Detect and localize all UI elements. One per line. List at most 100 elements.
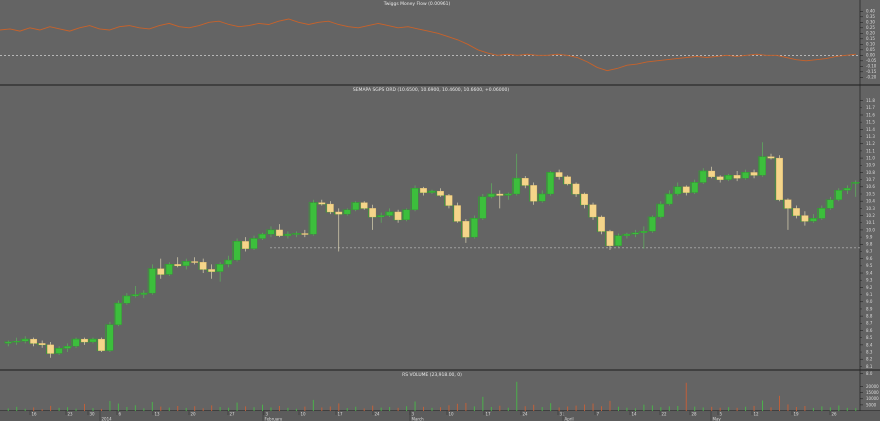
candle-body bbox=[623, 234, 631, 236]
candle-body bbox=[521, 178, 529, 186]
candle-body bbox=[157, 268, 165, 275]
price-minor-tick-label: 9.3 bbox=[866, 278, 873, 283]
volume-title: RS VOLUME (23,918.00, 0) bbox=[402, 372, 462, 378]
candle-body bbox=[309, 202, 317, 235]
candle-body bbox=[165, 264, 173, 275]
candle-body bbox=[742, 172, 749, 179]
candle-body bbox=[250, 238, 258, 249]
date-tick-label: 3 bbox=[266, 412, 269, 417]
price-tick-label: 10.6 bbox=[866, 184, 875, 189]
candle-body bbox=[691, 182, 699, 193]
price-tick-label: 10.0 bbox=[866, 227, 875, 232]
candle-body bbox=[301, 233, 309, 235]
candle-body bbox=[123, 295, 131, 304]
candle-body bbox=[148, 268, 156, 294]
candle-body bbox=[615, 235, 622, 246]
candle-body bbox=[360, 202, 368, 209]
date-tick-label: 14 bbox=[632, 412, 638, 417]
candle-body bbox=[750, 172, 758, 176]
candle-body bbox=[216, 264, 224, 272]
candle-body bbox=[852, 182, 860, 184]
price-tick-label: 9.2 bbox=[866, 285, 873, 290]
candle-body bbox=[504, 193, 512, 196]
candle-body bbox=[369, 208, 377, 218]
candle-body bbox=[665, 193, 673, 205]
candle-body bbox=[699, 170, 707, 183]
date-tick-label: 17 bbox=[338, 412, 344, 417]
month-label: February bbox=[265, 417, 283, 421]
price-tick-label: 11.2 bbox=[866, 141, 875, 146]
date-tick-label: 28 bbox=[692, 412, 698, 417]
date-tick-label: 10 bbox=[301, 412, 307, 417]
candle-body bbox=[810, 218, 817, 222]
date-tick-label: 13 bbox=[155, 412, 161, 417]
candle-body bbox=[208, 269, 216, 272]
price-minor-tick-label: 8.3 bbox=[866, 349, 873, 354]
candle-body bbox=[343, 209, 351, 215]
price-tick-label: 10.2 bbox=[866, 213, 875, 218]
candle-body bbox=[55, 348, 63, 354]
candle-body bbox=[513, 178, 521, 195]
candle-body bbox=[589, 204, 597, 218]
price-tick-label: 8.0 bbox=[866, 371, 873, 376]
price-title: SEMAPA SGPS ORD (10.6500, 10.6900, 10.46… bbox=[353, 87, 510, 93]
price-tick-label: 9.0 bbox=[866, 299, 873, 304]
volume-tick-label: 15000 bbox=[866, 390, 879, 395]
candle-body bbox=[555, 172, 563, 177]
price-minor-tick-label: 11.7 bbox=[866, 105, 875, 110]
money-flow-tick-label: -0.20 bbox=[866, 75, 877, 80]
money-flow-tick-label: 0.15 bbox=[866, 36, 875, 41]
candle-body bbox=[437, 190, 444, 196]
candle-body bbox=[767, 156, 775, 159]
candle-body bbox=[572, 183, 580, 195]
price-tick-label: 8.2 bbox=[866, 357, 873, 362]
candle-body bbox=[394, 211, 402, 221]
money-flow-tick-label: 0.40 bbox=[866, 9, 875, 14]
money-flow-line bbox=[0, 18, 857, 72]
candle-body bbox=[131, 294, 139, 297]
candle-body bbox=[682, 186, 690, 193]
candle-body bbox=[259, 234, 266, 239]
date-tick-label: 7 bbox=[597, 412, 600, 417]
candle-body bbox=[835, 190, 843, 200]
price-minor-tick-label: 9.1 bbox=[866, 292, 873, 297]
candle-body bbox=[81, 338, 88, 343]
date-tick-label: 16 bbox=[32, 412, 38, 417]
price-minor-tick-label: 11.5 bbox=[866, 120, 875, 125]
candle-body bbox=[564, 176, 571, 185]
price-minor-tick-label: 10.1 bbox=[866, 220, 875, 225]
date-tick-label: 5 bbox=[720, 412, 723, 417]
money-flow-title: Twiggs Money Flow (0.00961) bbox=[383, 1, 451, 7]
price-tick-label: 8.6 bbox=[866, 328, 873, 333]
date-tick-label: 3 bbox=[412, 412, 415, 417]
candle-body bbox=[793, 208, 800, 216]
candle-body bbox=[632, 232, 639, 235]
candle-body bbox=[428, 190, 436, 193]
price-minor-tick-label: 10.5 bbox=[866, 191, 875, 196]
candle-body bbox=[199, 262, 207, 270]
candle-body bbox=[403, 209, 410, 221]
price-tick-label: 8.8 bbox=[866, 314, 873, 319]
candle-body bbox=[335, 211, 343, 215]
price-minor-tick-label: 11.1 bbox=[866, 148, 875, 153]
candle-body bbox=[4, 341, 12, 344]
candle-body bbox=[496, 193, 504, 196]
candle-body bbox=[759, 156, 766, 176]
month-label: April bbox=[565, 417, 574, 421]
candle-body bbox=[487, 193, 495, 198]
candle-body bbox=[640, 231, 648, 233]
candle-body bbox=[818, 208, 826, 219]
month-label: 2014 bbox=[102, 417, 113, 421]
price-panel: 11.8 11.6 11.4 11.2 11.0 10.8 10.6 10.4 10.2 10.0… bbox=[0, 85, 880, 376]
candle-body bbox=[725, 175, 733, 180]
candle-body bbox=[606, 231, 614, 246]
candle-body bbox=[648, 216, 656, 232]
candle-body bbox=[784, 199, 792, 209]
candle-body bbox=[233, 241, 241, 261]
candle-body bbox=[225, 259, 232, 265]
candle-body bbox=[242, 241, 249, 249]
price-minor-tick-label: 9.7 bbox=[866, 249, 873, 254]
date-tick-label: 24 bbox=[523, 412, 529, 417]
price-minor-tick-label: 8.5 bbox=[866, 335, 873, 340]
price-minor-tick-label: 8.9 bbox=[866, 306, 873, 311]
